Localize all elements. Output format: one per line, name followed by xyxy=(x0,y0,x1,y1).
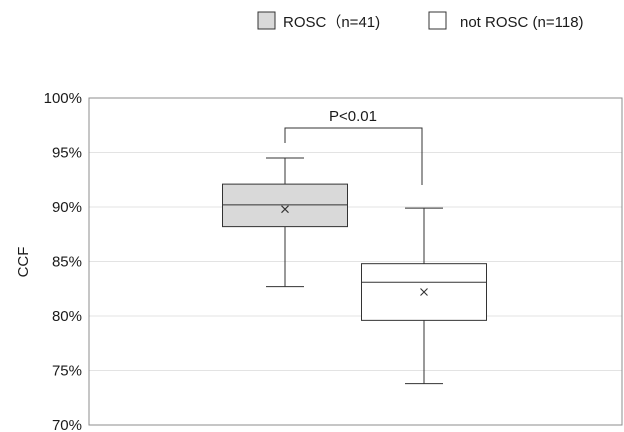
bracket-line xyxy=(284,127,423,185)
box-series xyxy=(222,157,487,385)
grid-lines xyxy=(89,152,622,371)
legend-label-rosc: ROSC（n=41) xyxy=(283,14,380,31)
y-axis-label: CCF xyxy=(15,247,32,278)
y-tick-label: 75% xyxy=(52,363,82,380)
iqr-box xyxy=(222,183,348,228)
legend-swatch-not-rosc xyxy=(428,11,447,30)
significance-bracket: P<0.01 xyxy=(284,108,423,185)
mean-marker xyxy=(420,288,428,296)
y-tick-label: 95% xyxy=(52,145,82,162)
box-not-rosc xyxy=(361,207,487,385)
legend-label-not-rosc: not ROSC (n=118) xyxy=(460,14,584,31)
y-axis-ticks: 70% 75% 80% 85% 90% 95% 100% xyxy=(44,90,82,432)
y-tick-label: 100% xyxy=(44,90,82,107)
y-tick-label: 70% xyxy=(52,417,82,432)
y-tick-label: 90% xyxy=(52,199,82,216)
mean-marker xyxy=(281,205,289,214)
y-tick-label: 80% xyxy=(52,308,82,325)
p-value-annotation: P<0.01 xyxy=(329,108,377,125)
box-rosc xyxy=(222,157,348,288)
legend: ROSC（n=41) not ROSC (n=118) xyxy=(257,11,584,31)
legend-swatch-rosc xyxy=(257,11,276,30)
y-tick-label: 85% xyxy=(52,254,82,271)
plot-frame xyxy=(88,97,623,426)
